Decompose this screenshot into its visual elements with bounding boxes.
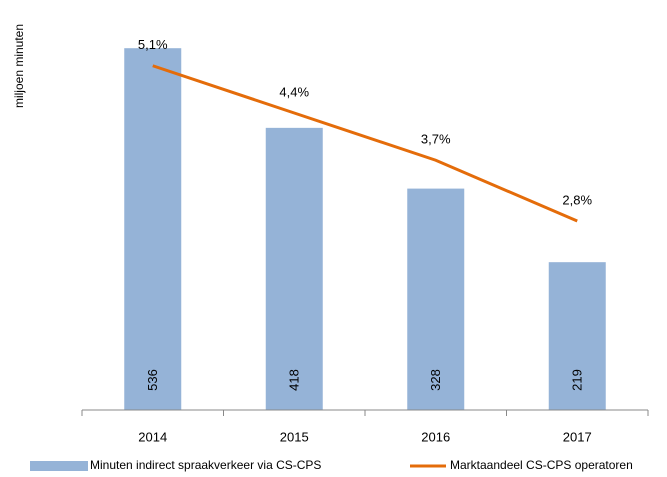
x-tick-label: 2016 xyxy=(421,429,450,444)
x-tick-label: 2017 xyxy=(563,429,592,444)
bar xyxy=(265,127,323,410)
line-value-label: 5,1% xyxy=(138,37,168,52)
line-value-label: 2,8% xyxy=(562,192,592,207)
legend-label: Minuten indirect spraakverkeer via CS-CP… xyxy=(90,458,321,472)
line xyxy=(152,64,578,223)
x-tick-label: 2015 xyxy=(280,429,309,444)
y-axis-label: miljoen minuten xyxy=(12,24,26,108)
legend-label: Marktaandeel CS-CPS operatoren xyxy=(450,458,633,472)
legend-swatch xyxy=(30,461,88,471)
line-value-label: 4,4% xyxy=(279,84,309,99)
bar-value-label: 219 xyxy=(570,369,585,391)
bar xyxy=(548,262,606,410)
bar xyxy=(407,188,465,410)
line-value-label: 3,7% xyxy=(421,132,451,147)
x-tick-label: 2014 xyxy=(138,429,167,444)
bar-value-label: 418 xyxy=(287,369,302,391)
bar-value-label: 536 xyxy=(145,369,160,391)
bar xyxy=(124,48,182,410)
bar-value-label: 328 xyxy=(428,369,443,391)
